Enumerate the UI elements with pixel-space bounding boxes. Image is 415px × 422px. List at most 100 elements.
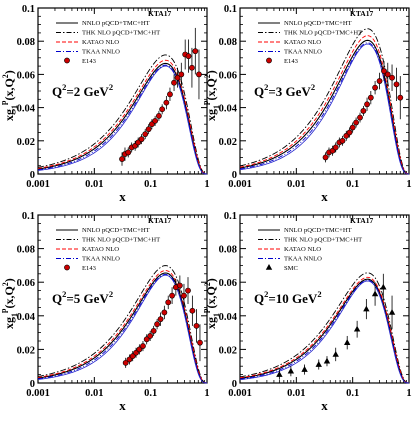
e143-data-point (367, 94, 374, 101)
e143-data-point (159, 106, 166, 113)
legend-entry: TKAA NNLO (284, 256, 322, 263)
y-tick-label: 0.1 (22, 211, 35, 222)
y-tick-label: 0.06 (219, 70, 237, 81)
curve-nnlo (37, 272, 207, 384)
y-tick-label: 0.06 (17, 70, 35, 81)
q2-label: Q2=3 GeV2 (254, 82, 315, 99)
legend-entry: KATAO NLO (82, 39, 119, 46)
e143-data-point (185, 53, 192, 60)
y-tick-label: 0.08 (219, 245, 237, 256)
e143-data-point (381, 68, 387, 74)
y-tick-label: 0.04 (17, 312, 36, 323)
q2-label-part: =5 GeV (66, 291, 109, 306)
y-axis-title-part: 1 (212, 313, 221, 317)
q2-label-part: 2 (264, 82, 268, 92)
y-axis-title-part: 2 (203, 282, 212, 286)
y-axis-title-part: xg (204, 109, 218, 121)
e143-data-point (357, 114, 363, 121)
curve-thk-nlo (37, 54, 208, 175)
curve-nnlo (239, 39, 409, 175)
y-tick-label: 0 (30, 170, 35, 181)
e143-data-point (125, 149, 132, 156)
y-axis-title: xg1p(x,Q2) (201, 278, 221, 329)
curve-variant (37, 65, 207, 175)
legend-swatch-e143 (266, 57, 272, 64)
legend-entry: E143 (82, 58, 97, 65)
x-tick-label: 0.01 (287, 388, 305, 399)
smc-data-point (276, 371, 283, 377)
smc-data-point (301, 366, 308, 372)
e143-data-point (384, 71, 391, 78)
e143-data-point (189, 307, 196, 314)
y-tick-label: 0.06 (17, 278, 35, 289)
y-axis-title-part: xg (2, 317, 16, 329)
y-axis-title: xg1p(x,Q2) (0, 278, 19, 329)
y-axis-title-part: 1 (10, 313, 19, 317)
curve-variant (239, 43, 409, 175)
e143-data-point (161, 309, 168, 316)
x-tick-label: 1 (406, 179, 411, 190)
q2-label-part: Q (254, 84, 264, 99)
x-tick-label: 1 (406, 388, 411, 399)
y-tick-label: 0.1 (22, 4, 35, 15)
chart-panel-bottom-right: 0.001 0.01 0.1 100.020.040.060.080.1xxg1p(x… (201, 211, 412, 413)
e143-data-point (197, 339, 203, 346)
e143-data-point (154, 321, 160, 328)
legend-entry: TKAA NNLO (82, 49, 120, 56)
legend-entry: KATAO NLO (284, 246, 321, 253)
curve-tkaa-nnlo (37, 64, 207, 175)
smc-data-point (287, 367, 295, 374)
e143-data-point (322, 154, 329, 161)
y-tick-label: 0 (30, 379, 35, 390)
e143-data-point (389, 74, 395, 81)
e143-data-point (353, 119, 359, 126)
legend-entry: NNLO pQCD+TMC+HT (284, 227, 352, 234)
x-axis-title: x (119, 398, 126, 413)
y-axis-title-part: xg (204, 317, 218, 329)
curve-variant (37, 274, 207, 384)
e143-data-point (163, 99, 170, 106)
y-tick-label: 0.04 (219, 312, 238, 323)
q2-label-part: 2 (311, 82, 315, 92)
legend-entry: SMC (284, 265, 299, 272)
y-axis-title-part: (x,Q (2, 78, 16, 100)
e143-data-point (169, 292, 175, 299)
legend-entry: THK NLO pQCD+TMC+HT (82, 30, 160, 37)
e143-data-point (157, 316, 164, 323)
e143-data-point (152, 117, 159, 124)
e143-data-point (143, 336, 150, 343)
x-axis-title: x (321, 398, 328, 413)
e143-data-point (376, 78, 383, 84)
x-tick-label: 0.001 (26, 179, 50, 190)
e143-data-point (393, 81, 400, 88)
y-axis-title: xg1p(x,Q2) (0, 70, 19, 121)
y-tick-label: 0.04 (17, 104, 36, 115)
y-axis-title-part: (x,Q (204, 78, 218, 100)
smc-data-point (363, 305, 370, 312)
legend-entry: THK NLO pQCD+TMC+HT (284, 237, 362, 244)
curve-thk-nlo (239, 28, 410, 175)
e143-data-point (142, 131, 149, 138)
legend-entry: KATAO NLO (284, 39, 321, 46)
smc-data-point (353, 325, 361, 332)
smc-data-point (323, 357, 331, 364)
legend-title: KTA17 (350, 216, 373, 225)
e143-data-point (174, 74, 181, 81)
e143-data-point (147, 333, 154, 339)
e143-data-point (332, 144, 339, 151)
y-axis-title-part: 2 (203, 74, 212, 78)
y-axis-title-part: xg (2, 109, 16, 121)
q2-label: Q2=5 GeV2 (52, 289, 113, 306)
x-tick-label: 0.1 (346, 388, 359, 399)
y-axis-title-part: (x,Q (2, 286, 16, 308)
q2-label-part: Q (52, 291, 62, 306)
e143-data-point (346, 129, 353, 136)
smc-data-point (388, 308, 396, 315)
q2-label-part: 2 (264, 289, 268, 299)
q2-label: Q2=2 GeV2 (52, 82, 113, 99)
x-tick-label: 0.001 (228, 179, 252, 190)
e143-data-point (189, 64, 195, 71)
y-tick-label: 0.08 (219, 37, 237, 48)
e143-data-point (360, 108, 367, 114)
